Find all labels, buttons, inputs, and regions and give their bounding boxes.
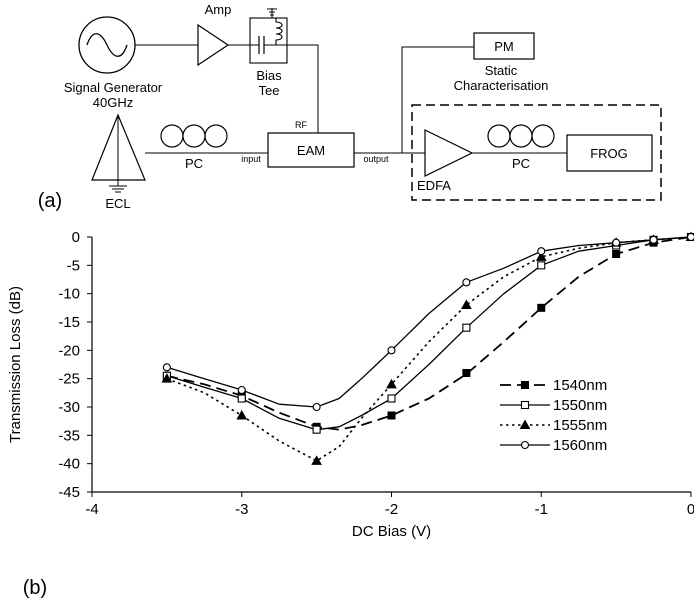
edfa-amplifier-icon [425,130,472,176]
y-tick-label: -45 [58,484,80,501]
data-point-1540nm [538,304,545,311]
data-point-1560nm [613,239,620,246]
data-point-1540nm [388,412,395,419]
legend-label: 1555nm [553,417,607,434]
data-point-1550nm [388,395,395,402]
y-tick-label: -35 [58,427,80,444]
polarization-controller-2 [488,125,554,147]
static-characterisation-label-line2: Characterisation [454,78,549,93]
series-line-1555nm [167,237,691,461]
static-characterisation-label: Static [485,63,518,78]
edfa-label: EDFA [417,178,451,193]
input-port-label: input [241,154,261,164]
y-tick-label: -5 [67,257,80,274]
amp-label: Amp [205,2,232,17]
x-axis-title: DC Bias (V) [352,523,431,540]
data-point-1560nm [538,248,545,255]
pc2-paddle-1-icon [488,125,510,147]
data-point-1560nm [688,234,694,241]
data-point-1555nm [237,411,246,419]
pc1-paddle-2-icon [183,125,205,147]
series-line-1560nm [167,237,691,407]
y-tick-label: -40 [58,456,80,473]
data-point-1560nm [163,364,170,371]
x-tick-label: -3 [235,501,248,518]
x-tick-label: -1 [535,501,548,518]
y-tick-label: -10 [58,286,80,303]
legend-marker-1555nm [521,421,530,429]
legend-label: 1550nm [553,397,607,414]
data-point-1550nm [463,324,470,331]
data-point-1550nm [538,262,545,269]
polarization-controller-1 [161,125,227,147]
data-point-1560nm [463,279,470,286]
data-point-1560nm [650,236,657,243]
pc1-label: PC [185,156,203,171]
legend-marker-1560nm [522,442,529,449]
y-tick-label: -30 [58,399,80,416]
eam-label: EAM [297,143,325,158]
y-tick-label: -25 [58,371,80,388]
chart-curves [167,237,691,461]
frog-label: FROG [590,146,628,161]
bias-tee [250,8,287,63]
data-point-1560nm [238,387,245,394]
x-tick-label: -4 [85,501,98,518]
data-point-1555nm [462,301,471,309]
setup-diagram: Signal Generator 40GHz Amp Bias Tee RF [38,2,661,212]
signal-generator-freq-label: 40GHz [93,95,133,110]
legend-marker-1550nm [522,402,529,409]
bias-tee-label-line2: Tee [259,83,280,98]
rf-port-label: RF [295,120,307,130]
y-tick-label: 0 [72,229,80,246]
ecl-label: ECL [105,196,130,211]
y-tick-label: -20 [58,342,80,359]
data-point-1560nm [388,347,395,354]
power-meter-label: PM [494,39,514,54]
pc2-label: PC [512,156,530,171]
y-tick-label: -15 [58,314,80,331]
pc1-paddle-1-icon [161,125,183,147]
legend-label: 1560nm [553,437,607,454]
pc2-paddle-2-icon [510,125,532,147]
data-point-1540nm [613,251,620,258]
signal-generator [79,17,135,73]
legend-label: 1540nm [553,377,607,394]
data-point-1550nm [313,426,320,433]
pc2-paddle-3-icon [532,125,554,147]
data-point-1550nm [238,395,245,402]
chart-markers [162,233,694,465]
bias-tee-label: Bias [256,68,282,83]
x-tick-label: 0 [687,501,694,518]
panel-a-label: (a) [38,190,62,212]
signal-generator-label: Signal Generator [64,80,163,95]
data-point-1555nm [312,456,321,464]
data-point-1540nm [463,370,470,377]
chart-legend: 1540nm 1550nm 1555nm 1560nm [500,377,607,454]
output-port-label: output [363,154,389,164]
amplifier-icon [198,25,228,65]
sine-wave-icon [87,34,127,57]
x-tick-label: -2 [385,501,398,518]
legend-marker-1540nm [522,382,529,389]
pc1-paddle-3-icon [205,125,227,147]
inductor-icon [276,18,282,45]
data-point-1560nm [313,404,320,411]
panel-b-label: (b) [23,577,47,599]
y-axis-title: Transmission Loss (dB) [7,286,24,443]
